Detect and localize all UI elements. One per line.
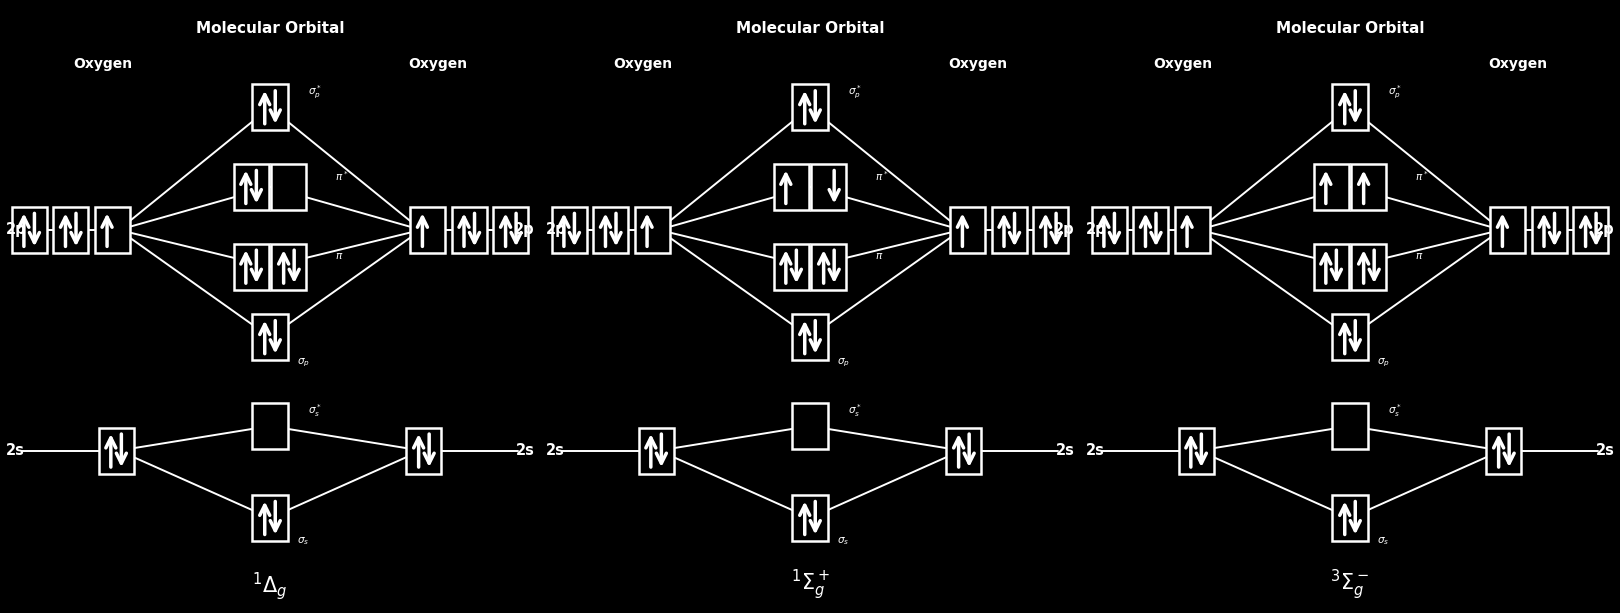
Text: $\sigma_p$: $\sigma_p$ (296, 357, 309, 369)
Bar (1351, 164, 1387, 210)
Bar (638, 428, 674, 473)
Text: $\pi$: $\pi$ (875, 251, 883, 261)
Text: $\pi^*$: $\pi^*$ (335, 169, 348, 183)
Text: $\pi^*$: $\pi^*$ (1414, 169, 1429, 183)
Bar (492, 207, 528, 253)
Text: 2s: 2s (515, 443, 535, 458)
Text: $\sigma_s^*$: $\sigma_s^*$ (308, 402, 322, 419)
Bar (1486, 428, 1521, 473)
Text: $\sigma_s^*$: $\sigma_s^*$ (1388, 402, 1401, 419)
Bar (774, 244, 808, 290)
Text: $\sigma_p$: $\sigma_p$ (1377, 357, 1390, 369)
Bar (1332, 495, 1367, 541)
Bar (792, 84, 828, 130)
Bar (1314, 244, 1348, 290)
Text: $\sigma_s$: $\sigma_s$ (296, 535, 309, 547)
Bar (1332, 84, 1367, 130)
Text: Oxygen: Oxygen (1487, 58, 1547, 71)
Text: 2s: 2s (1085, 443, 1105, 458)
Bar (1332, 403, 1367, 449)
Text: $\sigma_p$: $\sigma_p$ (838, 357, 851, 369)
Bar (1490, 207, 1526, 253)
Bar (53, 207, 87, 253)
Bar (233, 244, 269, 290)
Text: $\sigma_s$: $\sigma_s$ (1377, 535, 1390, 547)
Text: 2s: 2s (5, 443, 24, 458)
Text: Oxygen: Oxygen (1153, 58, 1212, 71)
Bar (253, 495, 288, 541)
Bar (991, 207, 1027, 253)
Bar (1573, 207, 1609, 253)
Bar (1178, 428, 1213, 473)
Text: $\sigma_p^*$: $\sigma_p^*$ (308, 83, 322, 101)
Text: $\pi$: $\pi$ (1414, 251, 1424, 261)
Bar (271, 164, 306, 210)
Text: $^1\Delta_g$: $^1\Delta_g$ (253, 570, 288, 602)
Text: $\sigma_p^*$: $\sigma_p^*$ (847, 83, 862, 101)
Text: 2p: 2p (1594, 223, 1615, 237)
Text: $\sigma_s$: $\sigma_s$ (838, 535, 849, 547)
Bar (812, 244, 846, 290)
Text: 2p: 2p (1085, 223, 1106, 237)
Bar (593, 207, 629, 253)
Bar (1332, 314, 1367, 360)
Bar (635, 207, 671, 253)
Text: 2p: 2p (1055, 223, 1074, 237)
Bar (1533, 207, 1567, 253)
Text: Molecular Orbital: Molecular Orbital (196, 21, 343, 36)
Text: Oxygen: Oxygen (73, 58, 133, 71)
Text: 2s: 2s (546, 443, 564, 458)
Bar (94, 207, 130, 253)
Bar (774, 164, 808, 210)
Bar (407, 428, 441, 473)
Text: Molecular Orbital: Molecular Orbital (735, 21, 885, 36)
Bar (1092, 207, 1126, 253)
Text: $^3\Sigma_g^-$: $^3\Sigma_g^-$ (1330, 568, 1369, 602)
Text: $\pi^*$: $\pi^*$ (875, 169, 888, 183)
Bar (99, 428, 133, 473)
Text: Molecular Orbital: Molecular Orbital (1277, 21, 1424, 36)
Bar (792, 314, 828, 360)
Text: 2s: 2s (1056, 443, 1074, 458)
Text: 2p: 2p (514, 223, 535, 237)
Text: $\pi$: $\pi$ (335, 251, 343, 261)
Text: Oxygen: Oxygen (948, 58, 1008, 71)
Bar (949, 207, 985, 253)
Bar (551, 207, 586, 253)
Bar (253, 84, 288, 130)
Bar (11, 207, 47, 253)
Bar (792, 495, 828, 541)
Bar (452, 207, 486, 253)
Text: 2p: 2p (546, 223, 565, 237)
Bar (1351, 244, 1387, 290)
Text: $\sigma_s^*$: $\sigma_s^*$ (847, 402, 862, 419)
Text: $\sigma_p^*$: $\sigma_p^*$ (1388, 83, 1401, 101)
Bar (1314, 164, 1348, 210)
Text: Oxygen: Oxygen (408, 58, 467, 71)
Text: Oxygen: Oxygen (612, 58, 672, 71)
Bar (1134, 207, 1168, 253)
Text: 2p: 2p (5, 223, 26, 237)
Bar (1174, 207, 1210, 253)
Bar (410, 207, 446, 253)
Bar (271, 244, 306, 290)
Bar (233, 164, 269, 210)
Bar (253, 403, 288, 449)
Text: $^1\Sigma_g^+$: $^1\Sigma_g^+$ (791, 568, 829, 602)
Text: 2s: 2s (1596, 443, 1615, 458)
Bar (946, 428, 982, 473)
Bar (812, 164, 846, 210)
Bar (792, 403, 828, 449)
Bar (1034, 207, 1069, 253)
Bar (253, 314, 288, 360)
